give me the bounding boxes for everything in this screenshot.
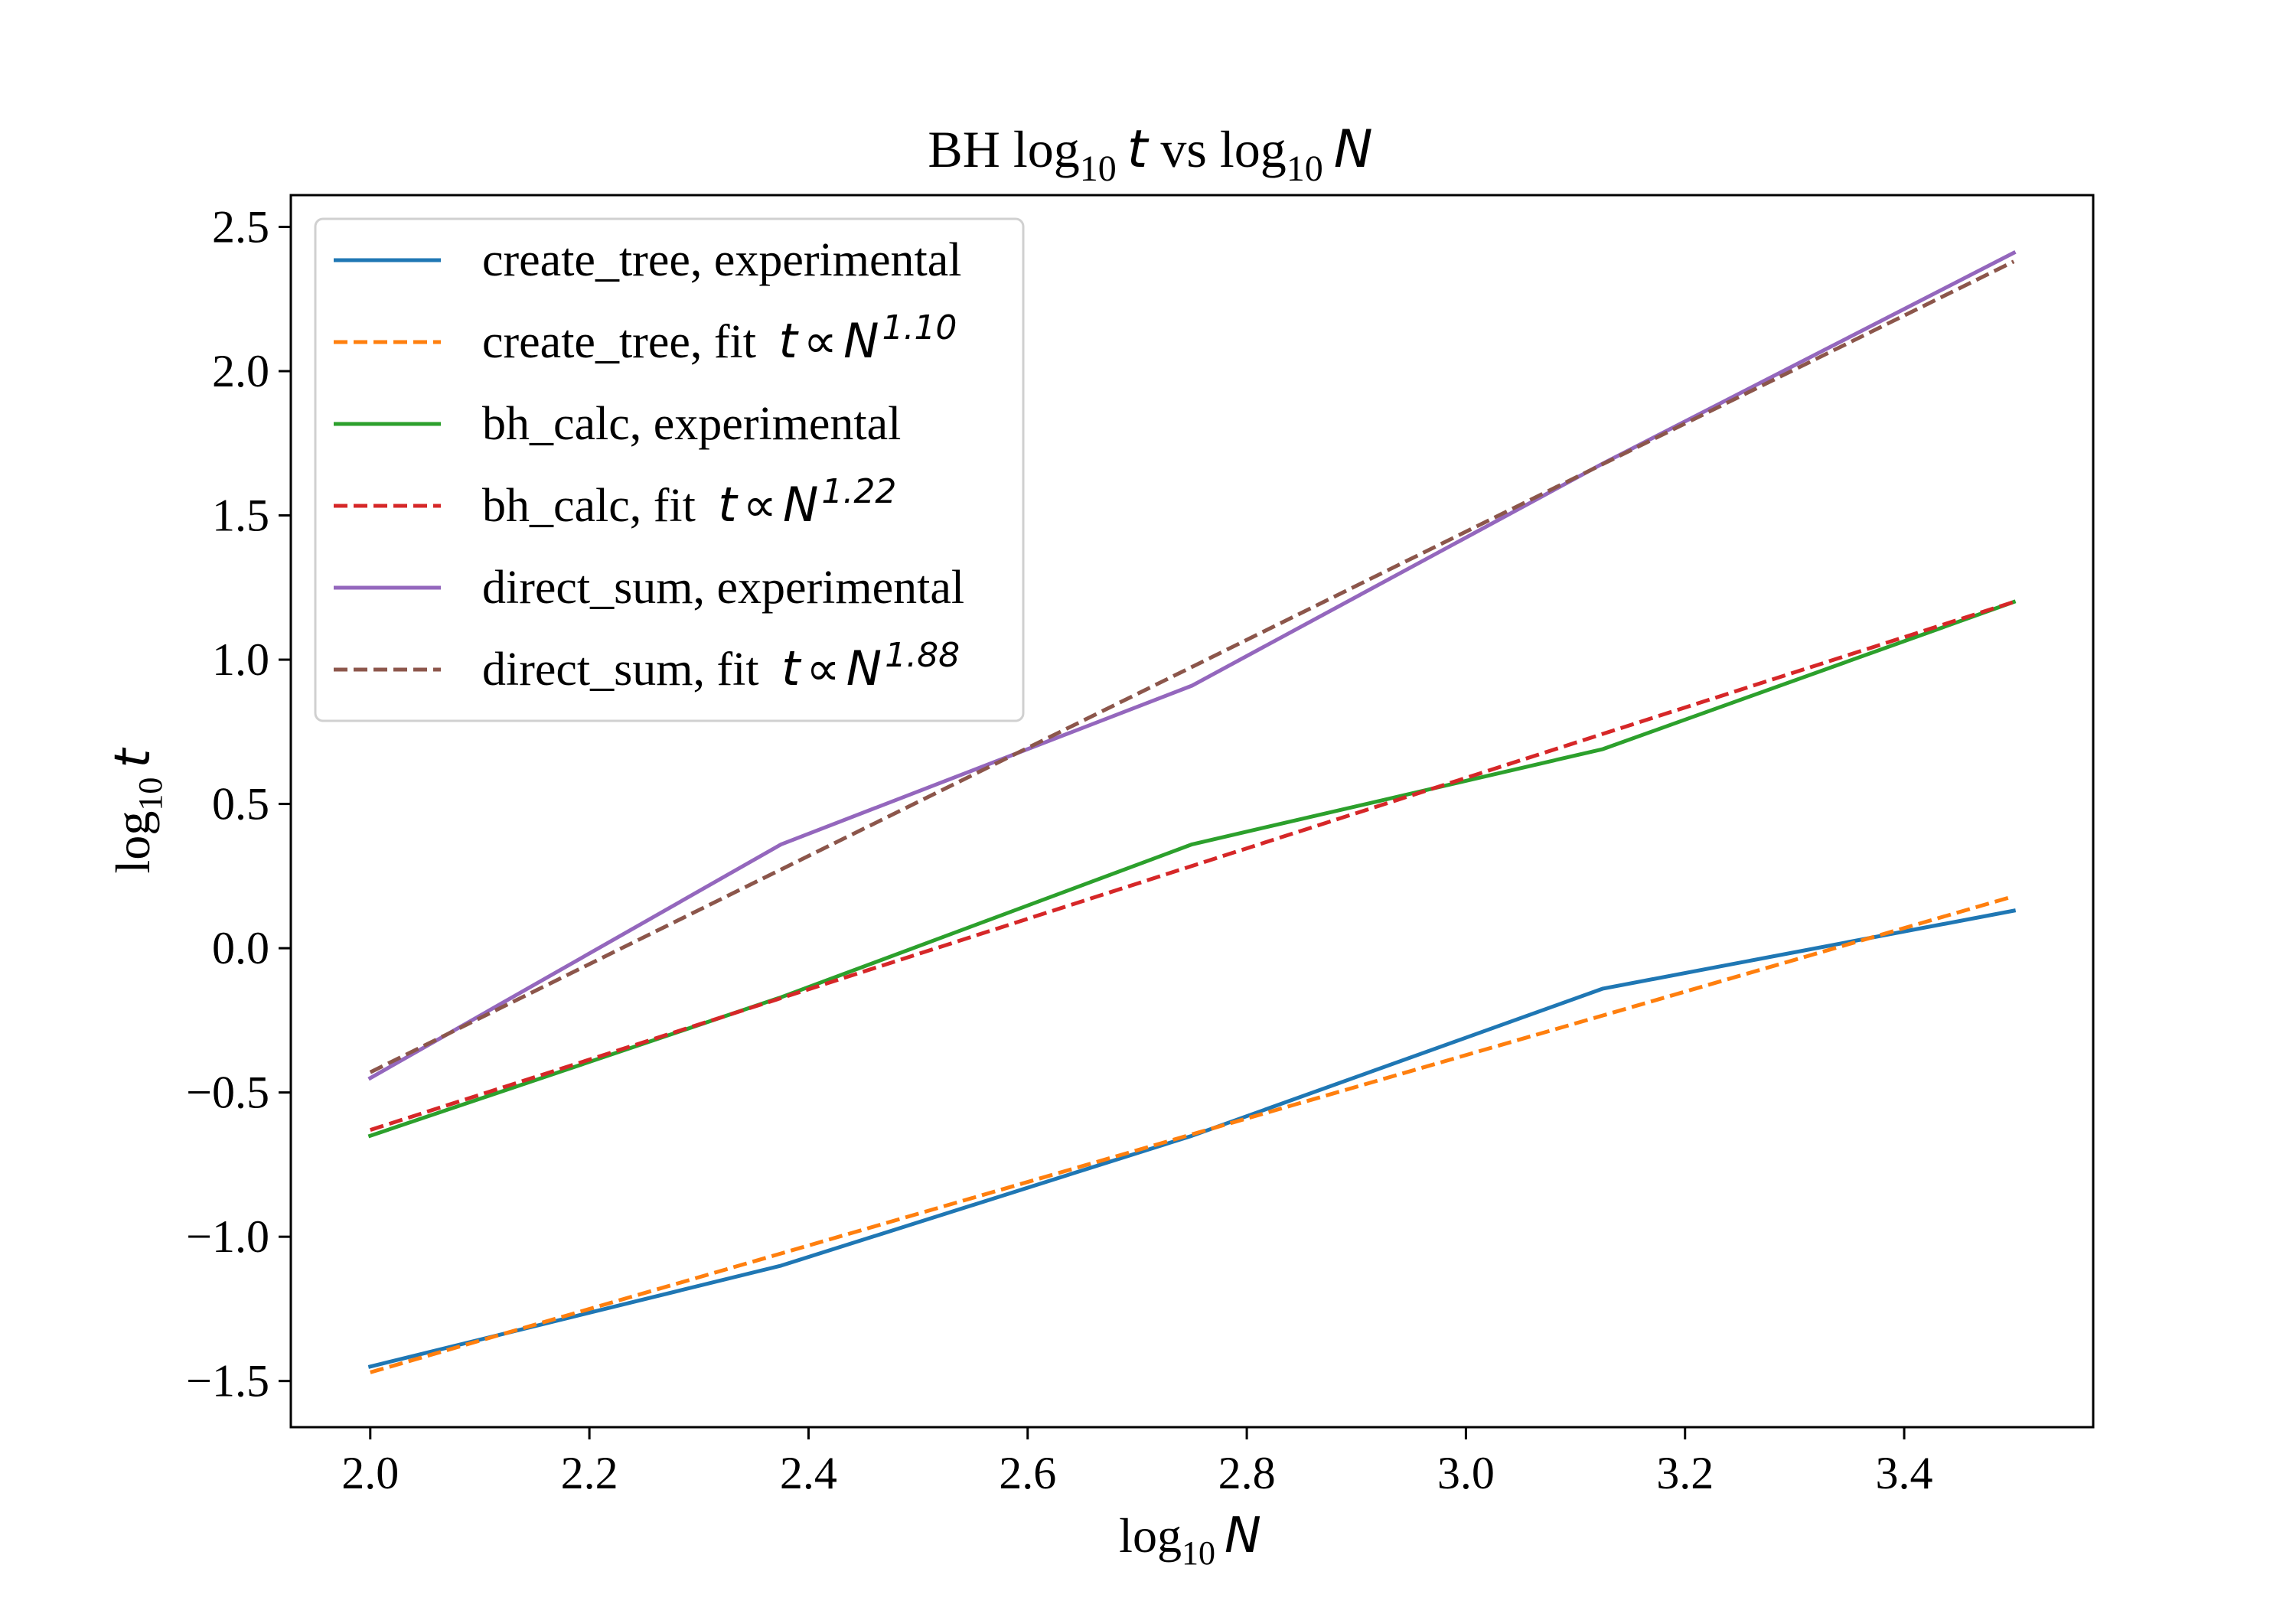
x-tick-label: 2.2 — [561, 1448, 618, 1498]
legend-label: direct_sum, fit t ∝ N1.88 — [482, 636, 960, 696]
legend-box — [314, 217, 1025, 722]
x-tick-label: 3.0 — [1437, 1448, 1495, 1498]
legend-label: create_tree, fit t ∝ N1.10 — [482, 308, 957, 369]
x-tick-label: 2.6 — [999, 1448, 1056, 1498]
y-tick-label: 0.0 — [212, 923, 269, 973]
legend-label: create_tree, experimental — [482, 234, 961, 286]
series-line-4 — [370, 600, 2014, 1132]
x-tick-label: 2.4 — [780, 1448, 837, 1498]
legend: create_tree, experimental create_tree, fi… — [314, 217, 1025, 722]
y-tick-label: 2.5 — [212, 201, 269, 252]
legend-item: create_tree, fit t ∝ N1.10 — [334, 308, 957, 369]
y-tick-label: 0.5 — [212, 779, 269, 830]
legend-label: bh_calc, fit t ∝ N1.22 — [482, 472, 896, 533]
series-line-2 — [370, 894, 2014, 1374]
legend-item: direct_sum, fit t ∝ N1.88 — [334, 636, 960, 696]
y-tick-label: 1.0 — [212, 634, 269, 685]
x-axis-ticks: 2.0 2.2 2.4 2.6 2.8 3.0 3.2 3.4 — [341, 1427, 1933, 1498]
legend-item: direct_sum, experimental — [334, 562, 964, 614]
y-tick-label: −1.5 — [186, 1356, 269, 1407]
y-tick-label: 1.5 — [212, 491, 269, 541]
legend-item: create_tree, experimental — [334, 234, 961, 286]
x-tick-label: 2.0 — [341, 1448, 399, 1498]
y-tick-label: 2.0 — [212, 346, 269, 396]
x-axis-label: log10 N — [1119, 1508, 1261, 1572]
x-tick-label: 2.8 — [1218, 1448, 1276, 1498]
series-line-6 — [369, 259, 2015, 1074]
x-tick-label: 3.4 — [1876, 1448, 1933, 1498]
series-line-1 — [367, 908, 2017, 1369]
y-tick-label: −0.5 — [186, 1068, 269, 1118]
series-line-5 — [367, 250, 2017, 1081]
plot-area — [289, 194, 2095, 1429]
y-tick-label: −1.0 — [186, 1211, 269, 1262]
y-axis-ticks: −1.5 −1.0 −0.5 0.0 0.5 1.0 1.5 2.0 2.5 — [186, 201, 291, 1407]
series-layer — [367, 250, 2017, 1374]
legend-label: direct_sum, experimental — [482, 562, 964, 614]
legend-label: bh_calc, experimental — [482, 398, 901, 450]
y-axis-label: log10t — [105, 747, 169, 874]
x-tick-label: 3.2 — [1656, 1448, 1714, 1498]
chart-title: BH log10 t vs log10 N — [928, 119, 1372, 189]
legend-item: bh_calc, fit t ∝ N1.22 — [334, 472, 896, 533]
legend-item: bh_calc, experimental — [334, 398, 901, 450]
